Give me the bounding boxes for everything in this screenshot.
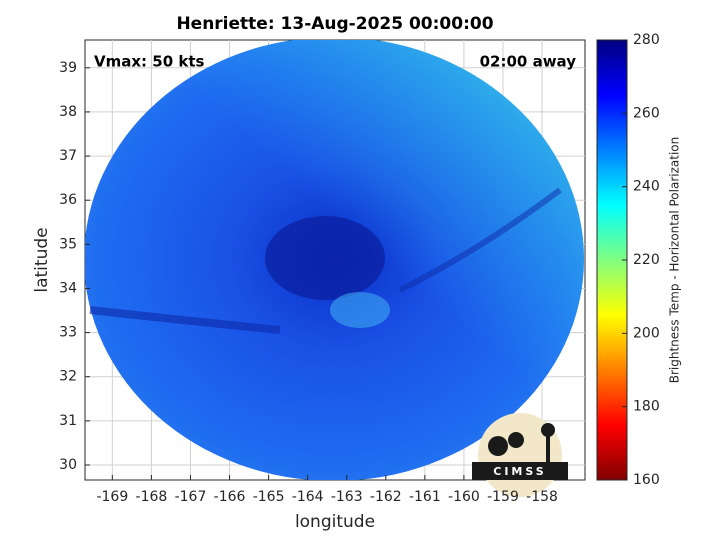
storm-core <box>265 216 385 300</box>
colorbar-tick-label: 160 <box>633 472 660 488</box>
annotation: Vmax: 50 kts <box>94 53 204 71</box>
colorbar-label: Brightness Temp - Horizontal Polarizatio… <box>668 137 682 384</box>
colorbar-tick-label: 280 <box>633 32 660 48</box>
x-tick-label: -169 <box>96 489 128 505</box>
cloud-feature <box>330 292 390 328</box>
chart-title: Henriette: 13-Aug-2025 00:00:00 <box>176 14 493 34</box>
y-tick-label: 32 <box>59 369 77 385</box>
x-tick-label: -162 <box>370 489 402 505</box>
x-tick-label: -165 <box>253 489 285 505</box>
band <box>398 187 562 293</box>
y-axis-label: latitude <box>32 227 52 292</box>
x-tick-label: -159 <box>487 489 519 505</box>
y-tick-label: 37 <box>59 148 77 164</box>
colorbar-tick-label: 200 <box>633 325 660 341</box>
logo-text: CIMSS <box>493 465 546 478</box>
colorbar-tick-label: 240 <box>633 179 660 195</box>
y-tick-label: 33 <box>59 325 77 341</box>
y-tick-label: 34 <box>59 280 77 296</box>
x-tick-label: -166 <box>214 489 246 505</box>
x-tick-label: -161 <box>409 489 441 505</box>
x-tick-label: -168 <box>136 489 168 505</box>
annotation: 02:00 away <box>480 53 577 71</box>
x-axis-label: longitude <box>295 512 375 532</box>
satellite-image <box>85 40 584 480</box>
y-tick-label: 36 <box>59 192 77 208</box>
y-tick-label: 31 <box>59 413 77 429</box>
y-tick-label: 38 <box>59 104 77 120</box>
logo: CIMSS <box>472 413 568 497</box>
y-tick-label: 39 <box>59 60 77 76</box>
colorbar-tick-label: 260 <box>633 105 660 121</box>
band <box>89 306 281 334</box>
x-tick-label: -164 <box>292 489 324 505</box>
colorbar-tick-label: 180 <box>633 399 660 415</box>
x-tick-label: -163 <box>331 489 363 505</box>
x-tick-label: -167 <box>175 489 207 505</box>
y-tick-label: 35 <box>59 236 77 252</box>
x-tick-label: -158 <box>526 489 558 505</box>
y-tick-label: 30 <box>59 457 77 473</box>
x-tick-label: -160 <box>448 489 480 505</box>
colorbar-tick-label: 220 <box>633 252 660 268</box>
